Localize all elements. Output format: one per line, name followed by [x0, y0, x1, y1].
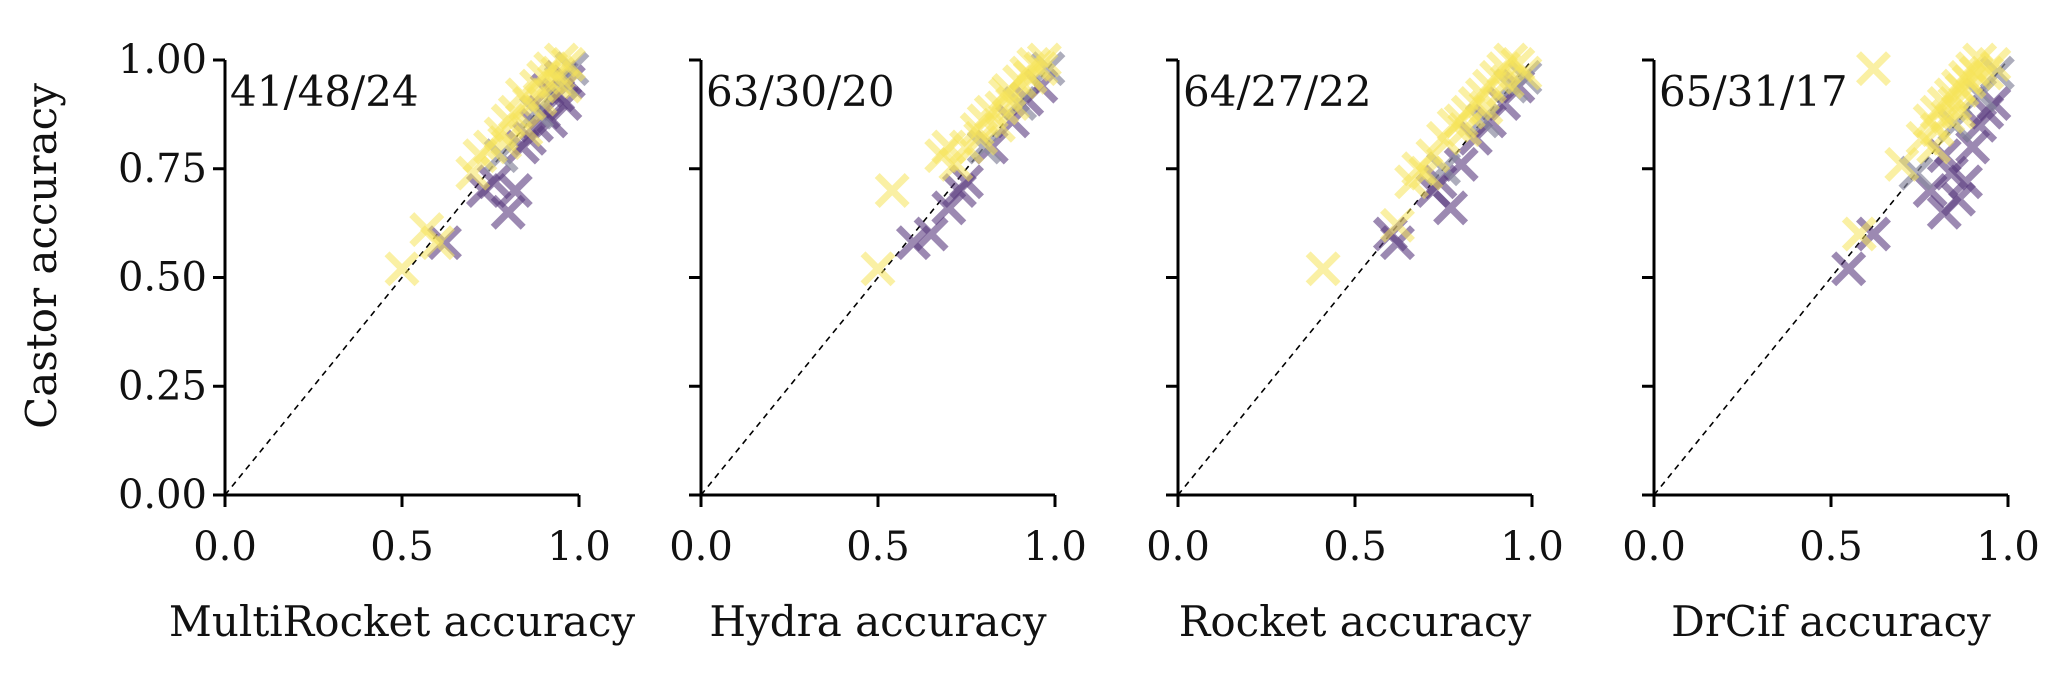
- x-tick-label: 0.0: [1146, 524, 1210, 570]
- x-tick-label: 0.0: [669, 524, 733, 570]
- panel-3: 0.0 0.5 1.0 Rocket accuracy 64/27/22: [1146, 42, 1564, 646]
- x-tick-label: 1.0: [1023, 524, 1087, 570]
- marker-castor-better: [1976, 46, 2012, 82]
- marker-castor-better: [991, 72, 1027, 108]
- marker-other-better: [490, 194, 526, 230]
- marker-castor-better: [1841, 216, 1877, 252]
- x-axis-label: Rocket accuracy: [1179, 597, 1532, 646]
- y-tick-label: 1.00: [118, 37, 207, 83]
- x-axis-label: MultiRocket accuracy: [169, 597, 636, 646]
- x-axis-label: DrCif accuracy: [1671, 597, 1991, 646]
- marker-castor-better: [547, 68, 583, 104]
- marker-castor-better: [938, 146, 974, 182]
- marker-castor-better: [1408, 155, 1444, 191]
- panel-4: 0.0 0.5 1.0 DrCif accuracy 65/31/17: [1622, 42, 2040, 646]
- x-tick-label: 0.5: [1323, 524, 1387, 570]
- panels-group: 0.00 0.25 0.50 0.75 1.00 0.0 0.5 1.0 MultiRocket…: [118, 37, 2040, 646]
- marker-castor-better: [874, 173, 910, 208]
- y-tick-label: 0.25: [118, 363, 207, 409]
- marker-castor-better: [1916, 129, 1952, 165]
- marker-castor-better: [1026, 42, 1062, 78]
- marker-castor-better: [963, 120, 999, 156]
- marker-castor-better: [1958, 55, 1994, 91]
- x-tick-label: 0.5: [846, 524, 910, 570]
- y-tick-label: 0.75: [118, 146, 207, 192]
- y-axis-label: Castor accuracy: [17, 83, 66, 429]
- marker-other-better: [1831, 251, 1867, 287]
- marker-other-better: [895, 225, 931, 261]
- win-tie-loss-annotation: 64/27/22: [1183, 67, 1372, 116]
- marker-castor-better: [536, 64, 572, 100]
- marker-castor-better: [1380, 207, 1415, 243]
- marker-castor-better: [1507, 55, 1543, 91]
- marker-castor-better: [1940, 94, 1976, 130]
- x-tick-label: 0.5: [1799, 524, 1863, 570]
- x-tick-label: 1.0: [1976, 524, 2040, 570]
- marker-castor-better: [487, 125, 523, 161]
- markers: [1831, 42, 2015, 287]
- marker-other-better: [913, 216, 949, 252]
- x-tick-label: 0.0: [193, 524, 257, 570]
- marker-castor-better: [1856, 51, 1891, 87]
- marker-castor-better: [419, 225, 455, 261]
- marker-castor-better: [508, 112, 544, 148]
- marker-other-better: [1433, 190, 1469, 226]
- marker-other-better: [1856, 216, 1891, 252]
- x-tick-label: 1.0: [547, 524, 611, 570]
- win-tie-loss-annotation: 63/30/20: [706, 67, 895, 116]
- marker-castor-better: [1305, 251, 1341, 287]
- marker-other-better: [931, 190, 967, 226]
- y-tick-label: 0.50: [118, 255, 207, 301]
- panel-2: 0.0 0.5 1.0 Hydra accuracy 63/30/20: [669, 42, 1087, 646]
- x-tick-label: 0.5: [370, 524, 434, 570]
- marker-castor-better: [1489, 64, 1525, 100]
- y-tick-label: 0.00: [118, 472, 207, 518]
- x-tick-label: 0.0: [1622, 524, 1686, 570]
- win-tie-loss-annotation: 41/48/24: [230, 67, 419, 116]
- x-axis-label: Hydra accuracy: [709, 597, 1046, 646]
- marker-other-better: [497, 173, 533, 208]
- win-tie-loss-annotation: 65/31/17: [1659, 67, 1848, 116]
- marker-castor-better: [384, 251, 420, 287]
- panel-1: 0.00 0.25 0.50 0.75 1.00 0.0 0.5 1.0 MultiRocket…: [118, 37, 635, 646]
- markers: [384, 42, 590, 287]
- marker-castor-better: [860, 251, 896, 287]
- markers: [1305, 42, 1543, 287]
- markers: [860, 42, 1066, 287]
- marker-other-better: [476, 164, 512, 200]
- x-tick-label: 1.0: [1500, 524, 1564, 570]
